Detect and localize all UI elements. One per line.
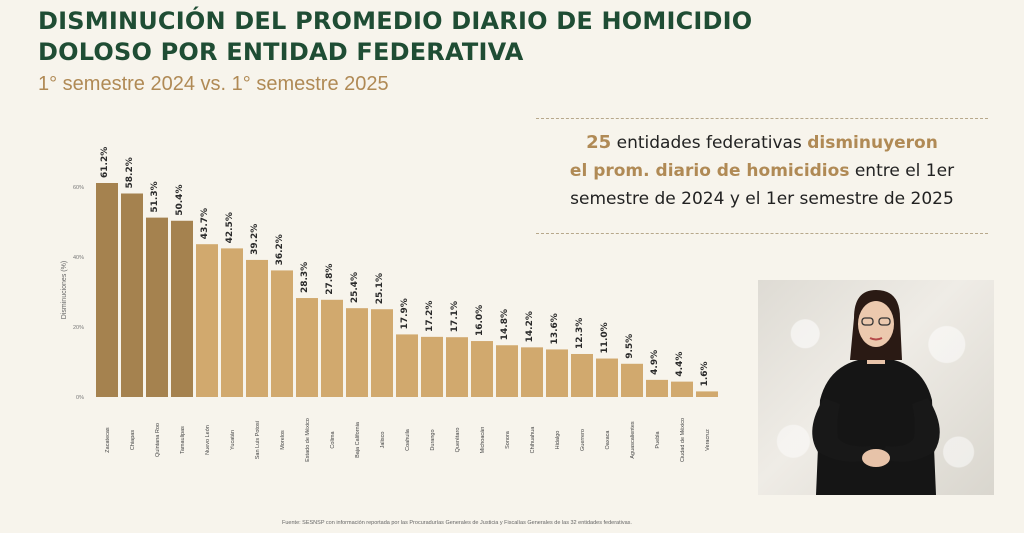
category-label: Colima <box>330 431 336 449</box>
interpreter-figure <box>812 290 940 495</box>
category-label: Michoacán <box>480 427 486 454</box>
sign-language-interpreter-video <box>758 280 994 495</box>
bar <box>221 248 243 397</box>
category-label: Puebla <box>655 431 661 449</box>
callout-highlight-2: el prom. diario de homicidios <box>569 161 850 181</box>
data-label: 58.2% <box>125 157 135 188</box>
data-label: 14.8% <box>500 309 510 340</box>
data-label: 17.9% <box>400 298 410 329</box>
data-label: 14.2% <box>525 311 535 342</box>
glasses-left-lens <box>861 317 874 326</box>
bar <box>121 193 143 397</box>
data-label: 12.3% <box>575 318 585 349</box>
category-label: Zacatecas <box>105 427 111 453</box>
bar <box>271 270 293 397</box>
bar <box>421 336 443 397</box>
category-label: Veracruz <box>705 429 711 451</box>
data-label: 16.0% <box>475 305 485 336</box>
category-label: Yucatán <box>230 430 236 450</box>
data-label: 4.4% <box>675 352 685 377</box>
category-label: Aguascalientes <box>630 421 636 459</box>
category-label: Quintana Roo <box>155 423 161 457</box>
bar <box>521 347 543 397</box>
interpreter-mouth <box>869 337 883 341</box>
interpreter-left-arm <box>812 398 876 462</box>
data-label: 1.6% <box>700 361 710 386</box>
data-label: 25.1% <box>375 273 385 304</box>
data-label: 36.2% <box>275 234 285 265</box>
bar <box>396 334 418 397</box>
data-label: 9.5% <box>625 334 635 359</box>
category-label: Chiapas <box>130 430 136 450</box>
interpreter-face <box>858 301 894 347</box>
bar <box>571 353 593 397</box>
summary-callout: 25 entidades federativas disminuyeron el… <box>536 118 988 234</box>
category-label: Guerrero <box>580 429 586 451</box>
data-label: 17.1% <box>450 301 460 332</box>
category-label: Sonora <box>505 430 511 449</box>
category-label: Baja California <box>355 421 361 458</box>
data-label: 27.8% <box>325 264 335 295</box>
bar <box>696 391 718 397</box>
bar <box>596 358 618 397</box>
data-label: 39.2% <box>250 224 260 255</box>
data-label: 28.3% <box>300 262 310 293</box>
y-tick-label: 0% <box>76 395 84 401</box>
bar <box>296 298 318 397</box>
data-label: 50.4% <box>175 185 185 216</box>
category-label: San Luis Potosí <box>255 420 261 459</box>
category-label: Estado de México <box>305 418 311 462</box>
category-label: Morelos <box>280 430 286 450</box>
page-title: DISMINUCIÓN DEL PROMEDIO DIARIO DE HOMIC… <box>38 7 753 66</box>
data-label: 51.3% <box>150 181 160 212</box>
y-tick-label: 20% <box>73 325 84 331</box>
data-label: 17.2% <box>425 301 435 332</box>
category-label: Querétaro <box>455 428 461 453</box>
bar <box>371 309 393 397</box>
data-label: 42.5% <box>225 212 235 243</box>
interpreter-hands <box>862 449 890 467</box>
bar <box>246 259 268 397</box>
callout-highlight-1: disminuyeron <box>807 133 938 153</box>
bar <box>646 379 668 397</box>
category-label: Chihuahua <box>530 426 536 454</box>
bar <box>321 299 343 397</box>
data-label: 4.9% <box>650 350 660 375</box>
glasses-right-lens <box>878 317 891 326</box>
page-subtitle: 1° semestre 2024 vs. 1° semestre 2025 <box>38 73 389 95</box>
bar <box>346 308 368 397</box>
category-label: Ciudad de México <box>680 418 686 462</box>
category-label: Hidalgo <box>555 431 561 450</box>
y-tick-label: 60% <box>73 185 84 191</box>
data-label: 61.2% <box>100 147 110 178</box>
bar <box>446 337 468 397</box>
interpreter-right-arm <box>880 398 940 462</box>
y-axis-label: Disminuciones (%) <box>61 261 68 319</box>
category-label: Durango <box>430 429 436 450</box>
category-label: Jalisco <box>380 432 386 449</box>
bar <box>471 341 493 397</box>
bar <box>621 363 643 397</box>
category-label: Nuevo León <box>205 425 211 455</box>
bar <box>171 220 193 397</box>
data-label: 11.0% <box>600 322 610 353</box>
data-label: 13.6% <box>550 313 560 344</box>
source-note: Fuente: SESNSP con información reportada… <box>282 520 632 526</box>
y-tick-label: 40% <box>73 255 84 261</box>
bar <box>496 345 518 397</box>
bar <box>196 244 218 397</box>
category-label: Coahuila <box>405 428 411 451</box>
bar <box>671 381 693 397</box>
callout-text-2: entre el 1er semestre de 2024 y el 1er s… <box>570 161 955 209</box>
category-label: Tamaulipas <box>180 426 186 454</box>
category-label: Oaxaca <box>605 430 611 450</box>
callout-count: 25 <box>586 132 612 153</box>
callout-text-1: entidades federativas <box>611 133 808 153</box>
bar <box>96 183 118 397</box>
bar <box>146 217 168 397</box>
bar <box>546 349 568 397</box>
data-label: 25.4% <box>350 272 360 303</box>
data-label: 43.7% <box>200 208 210 239</box>
